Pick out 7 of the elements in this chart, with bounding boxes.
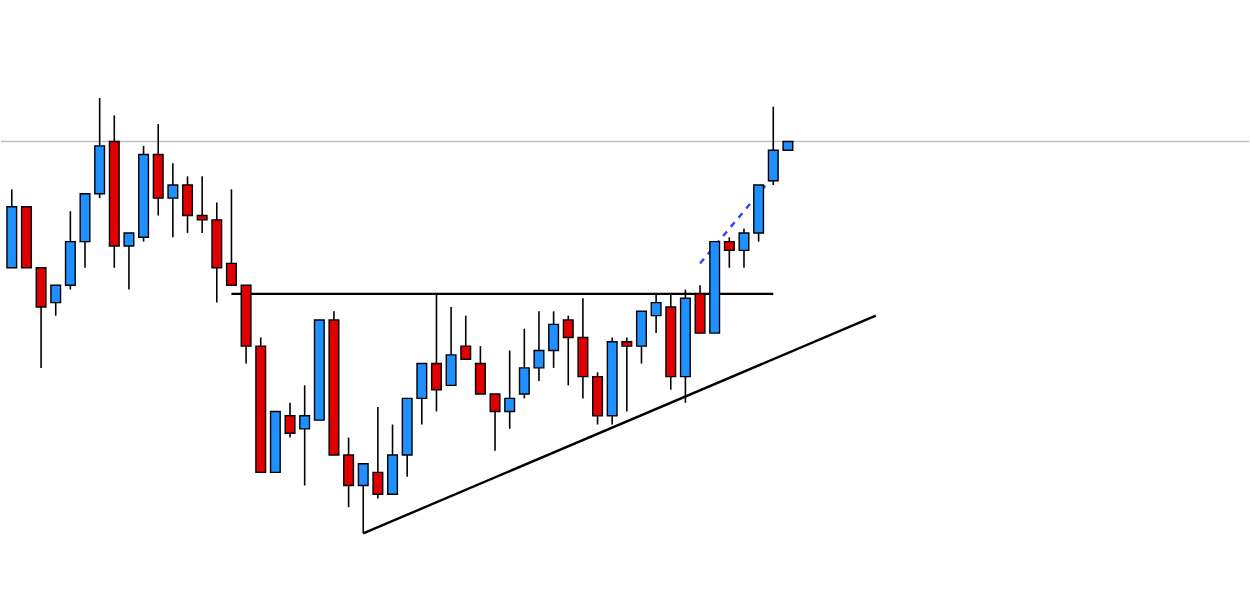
candlestick: [474, 345, 486, 396]
candlestick: [343, 437, 355, 509]
candlestick: [225, 188, 237, 287]
candlestick: [386, 424, 399, 496]
candlestick: [181, 175, 194, 235]
candlestick: [635, 310, 648, 365]
candlestick: [592, 371, 604, 426]
